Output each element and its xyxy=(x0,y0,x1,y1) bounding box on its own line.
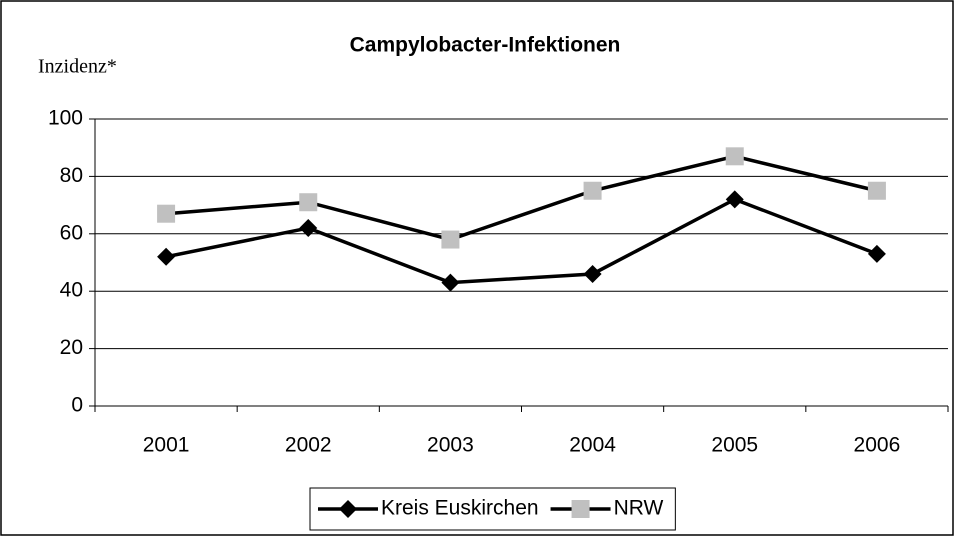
y-tick-label: 60 xyxy=(60,221,83,244)
x-tick-label: 2003 xyxy=(427,434,474,457)
y-tick-label: 80 xyxy=(60,164,83,187)
y-tick-label: 0 xyxy=(71,394,83,417)
legend-marker xyxy=(571,500,590,518)
x-tick-label: 2004 xyxy=(569,434,616,457)
x-tick-label: 2005 xyxy=(711,434,758,457)
data-point xyxy=(157,247,176,266)
x-tick-label: 2006 xyxy=(854,434,901,457)
series-line xyxy=(165,154,878,242)
data-point xyxy=(299,219,318,238)
data-point xyxy=(583,181,602,200)
x-tick-label: 2001 xyxy=(143,434,190,457)
data-point xyxy=(441,230,460,249)
data-point xyxy=(583,264,602,283)
legend-marker xyxy=(339,500,357,518)
chart-title: Campylobacter-Infektionen xyxy=(350,34,621,57)
data-point xyxy=(867,244,886,263)
data-point xyxy=(867,181,886,200)
data-point xyxy=(157,204,176,223)
data-point xyxy=(725,190,744,209)
legend-label: NRW xyxy=(614,497,664,520)
y-axis-label: Inzidenz* xyxy=(38,56,117,78)
y-tick-label: 40 xyxy=(60,279,83,302)
y-tick-label: 20 xyxy=(60,336,83,359)
y-tick-label: 100 xyxy=(48,107,83,130)
data-point xyxy=(441,273,460,292)
legend-label: Kreis Euskirchen xyxy=(381,497,539,520)
data-point xyxy=(299,193,318,212)
data-point xyxy=(725,147,744,166)
x-tick-label: 2002 xyxy=(285,434,332,457)
series-line xyxy=(165,197,878,285)
